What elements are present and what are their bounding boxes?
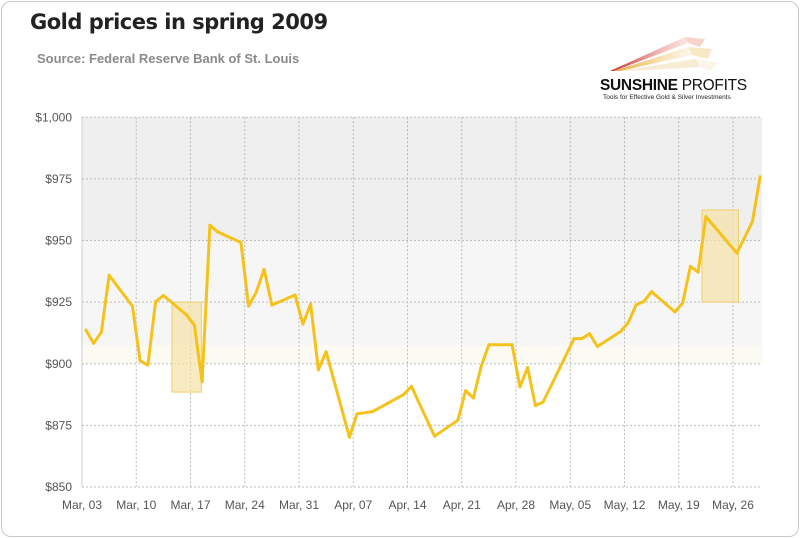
data-point [650,290,654,294]
data-point [324,350,328,354]
sunshine-profits-logo-icon [610,37,718,71]
data-point [735,251,739,255]
x-axis-ticks: Mar, 03 Mar, 10 Mar, 17 Mar, 24 Mar, 31 Apr, … [62,498,754,512]
data-point [758,175,762,179]
highlight-box [701,209,739,303]
data-point [301,322,305,326]
brand-bold: SUNSHINE [600,77,678,94]
x-tick-label: May, 12 [604,498,646,512]
x-tick-label: Mar, 17 [170,498,210,512]
series-points [84,175,762,439]
y-axis-ticks: $1,000 $975 $950 $925 $900 $875 $850 [35,110,72,494]
x-tick-label: Apr, 14 [388,498,426,512]
data-point [471,396,475,400]
data-point [239,241,243,245]
x-tick-label: Mar, 31 [279,498,319,512]
data-point [595,345,599,349]
data-point [316,368,320,372]
brand-tagline: Tools for Effective Gold & Silver Invest… [603,94,731,101]
x-tick-label: Apr, 07 [334,498,372,512]
data-point [247,304,251,308]
data-point [541,400,545,404]
data-point [464,389,468,393]
data-point [626,320,630,324]
x-tick-label: May, 26 [712,498,754,512]
y-tick-label: $900 [45,357,72,371]
data-point [572,337,576,341]
data-point [696,270,700,274]
data-point [254,290,258,294]
data-point [673,310,677,314]
data-point [208,223,212,227]
data-point [704,215,708,219]
y-tick-label: $1,000 [35,110,72,124]
data-point [309,302,313,306]
data-point [154,300,158,304]
data-point [681,301,685,305]
x-tick-label: Apr, 28 [497,498,535,512]
data-point [347,435,351,439]
data-point [688,264,692,268]
data-point [580,337,584,341]
chart-title: Gold prices in spring 2009 [30,10,328,34]
background-band [82,345,762,364]
data-point [371,410,375,414]
brand-name: SUNSHINE PROFITS [600,77,747,95]
data-point [92,341,96,345]
x-tick-label: May, 05 [549,498,591,512]
brand-light: PROFITS [677,77,747,94]
y-tick-label: $975 [45,172,72,186]
x-tick-label: Mar, 10 [116,498,156,512]
data-point [262,267,266,271]
data-point [216,230,220,234]
data-point [518,385,522,389]
data-point [619,329,623,333]
data-point [84,328,88,332]
data-point [293,293,297,297]
data-point [107,273,111,277]
data-point [588,332,592,336]
data-point [161,293,165,297]
data-point [185,313,189,317]
x-tick-label: May, 19 [658,498,700,512]
data-point [533,404,537,408]
data-point [487,343,491,347]
data-point [146,363,150,367]
y-tick-label: $875 [45,418,72,432]
data-point [130,304,134,308]
data-point [270,303,274,307]
data-point [526,365,530,369]
x-tick-label: Apr, 21 [443,498,481,512]
data-point [642,299,646,303]
y-tick-label: $925 [45,295,72,309]
data-point [510,343,514,347]
data-point [634,303,638,307]
data-point [402,393,406,397]
data-point [200,380,204,384]
data-point [355,412,359,416]
y-tick-label: $950 [45,234,72,248]
data-point [138,359,142,363]
data-point [750,220,754,224]
data-point [409,384,413,388]
chart-source: Source: Federal Reserve Bank of St. Loui… [37,51,300,66]
data-point [99,330,103,334]
data-point [192,323,196,327]
y-tick-label: $850 [45,480,72,494]
x-tick-label: Mar, 03 [62,498,102,512]
x-tick-label: Mar, 24 [225,498,265,512]
data-point [479,364,483,368]
data-point [456,418,460,422]
data-point [433,434,437,438]
